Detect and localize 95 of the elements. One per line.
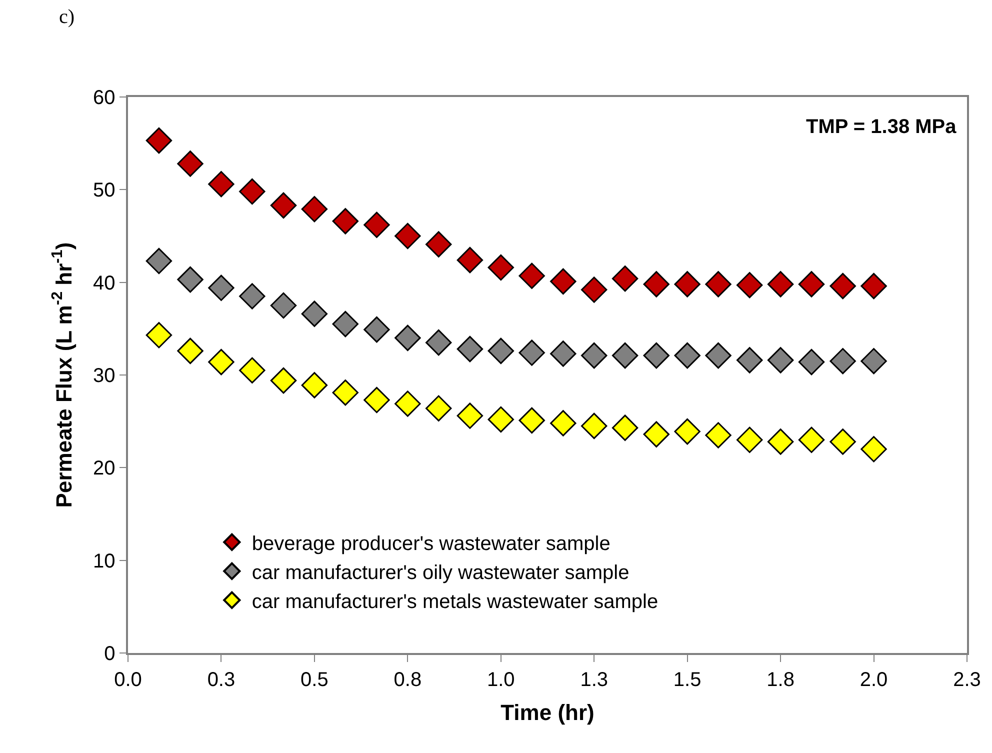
point xyxy=(581,276,608,303)
legend-label: beverage producer's wastewater sample xyxy=(252,532,610,555)
point xyxy=(705,422,732,448)
point xyxy=(301,300,328,327)
point xyxy=(146,248,172,274)
point xyxy=(146,322,172,348)
x-tick-label: 1.0 xyxy=(486,668,515,691)
point xyxy=(518,340,545,366)
point xyxy=(488,338,514,364)
point xyxy=(581,342,608,369)
point xyxy=(456,402,484,429)
legend-label: car manufacturer's metals wastewater sample xyxy=(252,590,658,613)
point xyxy=(860,348,887,374)
text: c) xyxy=(59,6,75,28)
x-tick-label: 1.3 xyxy=(580,668,608,691)
point xyxy=(239,357,266,384)
y-tick-label: 10 xyxy=(93,550,116,572)
point xyxy=(705,271,732,298)
point xyxy=(332,208,358,234)
point xyxy=(830,272,856,300)
point xyxy=(612,266,638,292)
point xyxy=(674,342,700,369)
point xyxy=(830,428,856,455)
x-tick-label: 0.5 xyxy=(300,668,328,691)
point xyxy=(177,266,204,293)
point xyxy=(798,426,825,453)
point xyxy=(860,436,887,462)
point xyxy=(456,246,484,274)
point xyxy=(767,271,794,298)
x-tick-label: 0.8 xyxy=(394,668,422,691)
point xyxy=(456,336,484,362)
point xyxy=(301,196,328,222)
point xyxy=(550,268,576,295)
point xyxy=(643,421,670,448)
point xyxy=(612,342,638,369)
annotation: TMP = 1.38 MPa xyxy=(806,116,958,138)
point xyxy=(332,380,358,406)
point xyxy=(394,222,421,250)
point xyxy=(518,407,545,434)
point xyxy=(426,329,452,356)
x-tick-label: 0.3 xyxy=(207,668,236,691)
point xyxy=(426,395,452,422)
point xyxy=(550,410,576,436)
point xyxy=(208,348,234,376)
point xyxy=(394,390,421,417)
point xyxy=(860,272,887,300)
point xyxy=(518,262,545,289)
y-tick-label: 40 xyxy=(93,272,116,294)
point xyxy=(798,271,825,298)
point xyxy=(674,271,700,298)
x-tick-label: 1.8 xyxy=(766,668,794,691)
x-tick-label: 2.0 xyxy=(860,668,888,691)
x-axis-title: Time (hr) xyxy=(500,700,594,726)
point xyxy=(364,316,390,343)
point xyxy=(736,272,763,298)
point xyxy=(705,342,732,369)
point xyxy=(146,127,172,154)
point xyxy=(270,192,297,219)
point xyxy=(208,171,234,198)
point xyxy=(488,406,514,433)
point xyxy=(394,324,421,352)
point xyxy=(767,428,794,455)
point xyxy=(177,150,204,177)
point xyxy=(736,426,763,453)
point xyxy=(581,412,608,440)
x-tick-label: 0.0 xyxy=(114,668,142,691)
point xyxy=(488,254,514,281)
point xyxy=(332,310,358,338)
point xyxy=(830,348,856,374)
point xyxy=(364,212,390,238)
point xyxy=(798,348,825,376)
y-tick-label: 20 xyxy=(93,458,116,480)
x-tick-label: 2.3 xyxy=(953,668,981,691)
point xyxy=(270,367,297,394)
x-tick-label: 1.5 xyxy=(673,668,702,691)
point xyxy=(643,271,670,298)
point xyxy=(239,283,266,310)
point xyxy=(674,418,700,445)
y-tick-label: 60 xyxy=(93,87,116,109)
point xyxy=(270,292,297,319)
point xyxy=(426,231,452,258)
point xyxy=(550,340,576,367)
point xyxy=(239,178,266,205)
point xyxy=(364,386,390,414)
y-tick-label: 50 xyxy=(93,180,116,202)
point xyxy=(177,338,204,364)
point xyxy=(736,347,763,374)
point xyxy=(301,372,328,398)
point xyxy=(612,414,638,441)
y-tick-label: 30 xyxy=(93,365,116,387)
y-tick-label: 0 xyxy=(104,643,116,665)
legend-label: car manufacturer's oily wastewater sample xyxy=(252,562,630,584)
point xyxy=(643,342,670,369)
point xyxy=(767,347,794,374)
point xyxy=(208,274,234,301)
